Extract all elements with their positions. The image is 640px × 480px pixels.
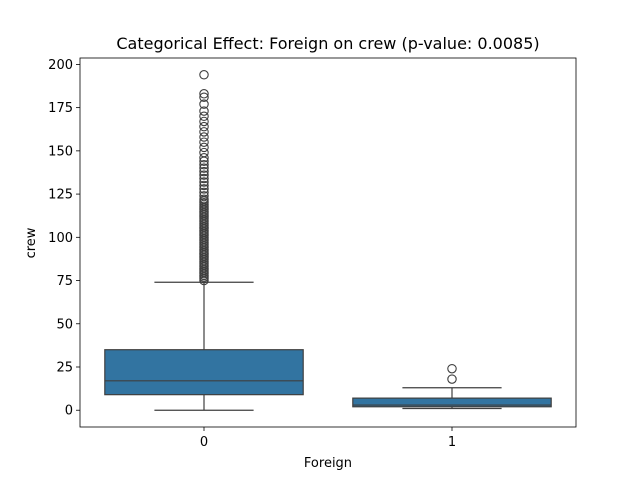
axes-frame xyxy=(79,57,577,428)
outlier-point xyxy=(199,166,209,177)
outlier-point xyxy=(199,89,209,99)
outlier-point xyxy=(199,173,209,184)
outlier-point xyxy=(199,170,209,180)
outlier-point xyxy=(447,374,457,384)
y-tick-label: 0 xyxy=(65,404,73,419)
y-tick-label: 150 xyxy=(48,144,73,159)
outlier-point xyxy=(447,363,457,374)
outlier-point xyxy=(199,147,209,158)
outlier-point xyxy=(199,177,209,187)
outlier-point xyxy=(199,184,209,194)
iqr-box xyxy=(104,349,304,396)
y-tick-label: 125 xyxy=(48,188,73,203)
iqr-box xyxy=(352,397,552,408)
outlier-point xyxy=(199,159,209,170)
outlier-point xyxy=(199,191,209,201)
y-tick-label: 175 xyxy=(48,101,73,116)
plot-area: 0 25 50 75 100 125 150 175 200 0 1 xyxy=(48,57,577,450)
outlier-point xyxy=(199,153,209,163)
y-tick-label: 25 xyxy=(56,360,73,375)
outlier-point xyxy=(199,99,209,109)
outlier-point xyxy=(199,106,209,116)
outlier-point xyxy=(199,137,209,147)
outlier-point xyxy=(199,142,209,153)
outlier-point xyxy=(199,127,209,137)
y-tick-label: 200 xyxy=(48,58,73,73)
y-tick-label: 75 xyxy=(56,274,73,289)
outlier-point xyxy=(199,132,209,142)
outlier-point xyxy=(199,121,209,132)
x-axis-label: Foreign xyxy=(304,456,352,471)
outlier-point xyxy=(199,180,209,191)
y-tick-label: 50 xyxy=(56,317,73,332)
y-tick-label: 100 xyxy=(48,231,73,246)
x-tick-label: 1 xyxy=(448,435,456,450)
outlier-point xyxy=(199,92,209,103)
outlier-point xyxy=(199,163,209,173)
outlier-point xyxy=(199,187,209,198)
outlier-point xyxy=(199,116,209,127)
outlier-point xyxy=(199,70,209,80)
chart-title: Categorical Effect: Foreign on crew (p-v… xyxy=(116,34,539,53)
x-tick-label: 0 xyxy=(200,435,208,450)
outlier-point xyxy=(199,111,209,122)
y-axis-label: crew xyxy=(24,227,39,258)
outlier-point xyxy=(199,194,209,205)
